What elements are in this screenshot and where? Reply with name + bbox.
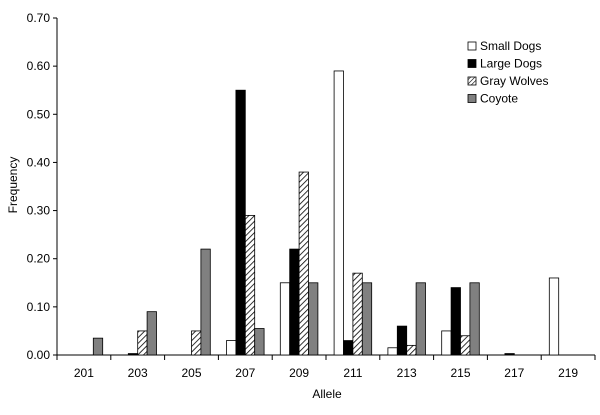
y-tick-label: 0.30 [27, 204, 51, 218]
x-tick-label: 219 [558, 366, 578, 380]
bar-coyote-211 [361, 282, 373, 356]
bar-small-dogs-213 [387, 347, 398, 356]
legend-label-gray-wolves: Gray Wolves [480, 74, 548, 88]
bar-gray-wolves-211 [352, 272, 363, 356]
bar-coyote-209 [308, 282, 319, 356]
bar-small-dogs-211 [333, 70, 344, 356]
y-tick-label: 0.70 [27, 11, 51, 25]
bar-large-dogs-203 [127, 353, 139, 356]
bar-gray-wolves-215 [460, 335, 471, 356]
bar-gray-wolves-207 [244, 214, 256, 356]
y-tick-label: 0.50 [27, 107, 51, 121]
x-tick-label: 211 [343, 366, 362, 380]
x-tick-label: 207 [235, 366, 255, 380]
bar-coyote-203 [146, 311, 157, 356]
bar-coyote-215 [469, 282, 480, 356]
y-tick-label: 0.40 [27, 155, 51, 169]
bar-small-dogs-219 [548, 277, 560, 356]
bar-large-dogs-207 [235, 89, 246, 356]
x-tick-label: 205 [181, 366, 201, 380]
bar-coyote-205 [200, 248, 211, 356]
labels-layer: 0.00 0.10 0.20 0.30 0.40 0.50 0.60 0.70 201 203 20… [27, 11, 579, 380]
bar-large-dogs-215 [450, 287, 461, 356]
bar-gray-wolves-213 [406, 344, 417, 356]
bar-gray-wolves-205 [191, 330, 202, 356]
bar-small-dogs-215 [441, 330, 452, 356]
y-axis-title: Frequency [6, 157, 20, 214]
legend-label-small-dogs: Small Dogs [480, 39, 541, 53]
x-axis-title: Allele [312, 387, 342, 401]
bars-layer [92, 70, 560, 356]
bar-gray-wolves-209 [298, 171, 309, 356]
x-tick-label: 203 [128, 366, 148, 380]
bar-large-dogs-211 [343, 340, 354, 356]
legend-swatch-large-dogs [467, 59, 477, 68]
x-tick-label: 213 [397, 366, 417, 380]
legend-swatch-gray-wolves [467, 76, 477, 86]
bar-coyote-207 [254, 328, 265, 356]
y-tick-label: 0.60 [27, 59, 51, 73]
bar-large-dogs-213 [396, 325, 408, 356]
bar-small-dogs-207 [226, 340, 237, 356]
bar-large-dogs-209 [289, 248, 300, 356]
bar-small-dogs-209 [279, 282, 291, 356]
bar-coyote-201 [92, 337, 104, 356]
x-tick-label: 209 [289, 366, 309, 380]
y-tick-label: 0.10 [27, 300, 51, 314]
bar-coyote-213 [415, 282, 426, 356]
x-tick-label: 217 [504, 366, 524, 380]
bar-gray-wolves-203 [137, 330, 148, 356]
x-tick-label: 215 [450, 366, 470, 380]
legend-swatch-coyote [467, 94, 477, 103]
x-tick-label: 201 [74, 366, 94, 380]
bar-large-dogs-217 [504, 353, 515, 356]
legend: Small Dogs Large Dogs Gray Wolves Coyote [467, 39, 548, 106]
y-tick-label: 0.20 [27, 252, 51, 266]
legend-swatch-small-dogs [467, 41, 477, 51]
legend-label-large-dogs: Large Dogs [480, 57, 542, 71]
legend-label-coyote: Coyote [480, 92, 518, 106]
y-tick-label: 0.00 [27, 348, 51, 362]
